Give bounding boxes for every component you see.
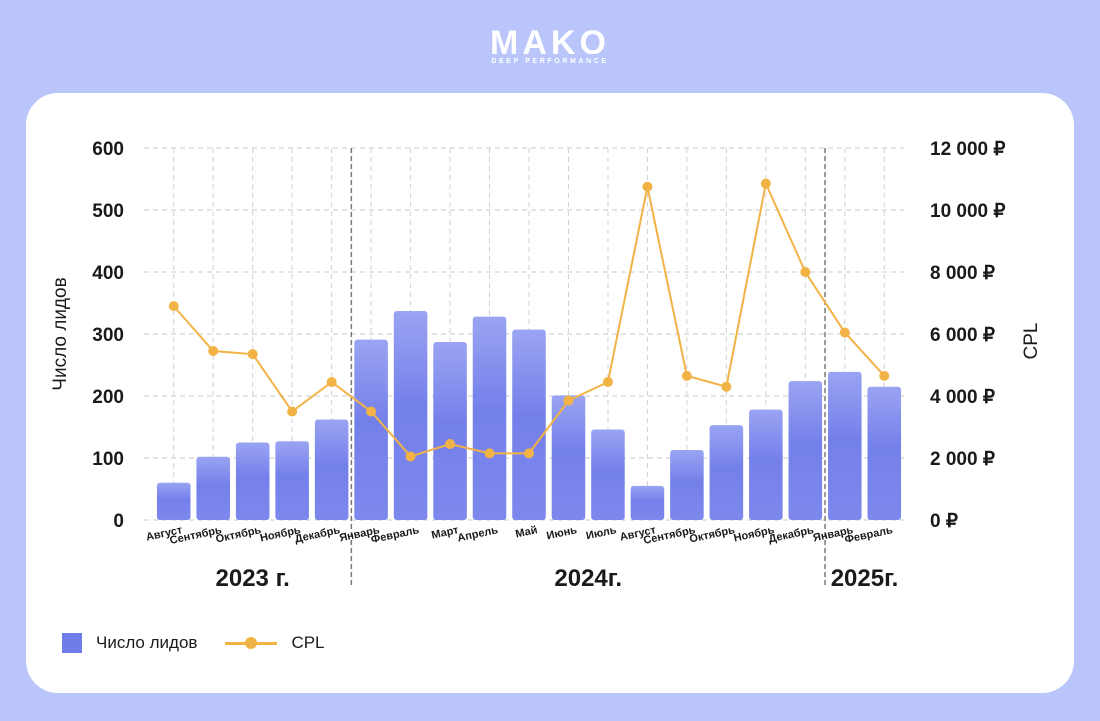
bar-leads — [670, 449, 704, 520]
x-tick-label: Декабрь — [767, 524, 815, 545]
y-tick-label: 100 — [92, 449, 124, 470]
bar-leads — [591, 429, 625, 520]
brand-tagline: DEEP PERFORMANCE — [491, 58, 609, 65]
y-tick-label: 0 — [113, 511, 124, 532]
bar-leads — [354, 339, 388, 520]
bar-leads — [275, 441, 309, 520]
point-cpl — [445, 439, 456, 450]
point-cpl — [208, 346, 219, 357]
y2-tick-label: 6 000 ₽ — [930, 325, 995, 346]
x-tick-label: Июль — [585, 524, 618, 542]
combo-chart: 0 0 ₽ 100 2 000 ₽ 200 4 000 ₽ 300 6 000 ₽ 400 8 0… — [50, 139, 1042, 592]
legend-swatch-leads — [62, 633, 82, 653]
bar-leads — [472, 316, 507, 520]
x-tick-label: Октябрь — [215, 524, 263, 545]
year-label: 2023 г. — [216, 565, 290, 592]
year-label: 2025г. — [831, 565, 899, 592]
legend: Число лидов CPL — [62, 633, 325, 653]
point-cpl — [326, 377, 337, 388]
point-cpl — [602, 377, 613, 388]
y-tick-label: 300 — [92, 325, 124, 346]
point-cpl — [681, 370, 692, 381]
point-cpl — [760, 178, 771, 189]
bar-leads — [314, 419, 349, 520]
y2-tick-label: 4 000 ₽ — [930, 387, 995, 408]
y2-tick-label: 12 000 ₽ — [930, 139, 1005, 160]
brand-logo: MAKO DEEP PERFORMANCE — [0, 26, 1100, 65]
bar-leads — [551, 395, 586, 520]
point-cpl — [879, 370, 890, 381]
point-cpl — [405, 451, 416, 462]
bar-leads — [156, 482, 191, 520]
year-label: 2024г. — [554, 565, 622, 592]
y2-axis-title: CPL — [1021, 323, 1042, 360]
point-cpl — [721, 381, 732, 392]
legend-swatch-cpl — [225, 633, 278, 653]
x-tick-label: Март — [430, 524, 460, 542]
point-cpl — [484, 448, 495, 459]
point-cpl — [524, 448, 534, 459]
x-tick-label: Декабрь — [294, 524, 342, 545]
y-tick-label: 200 — [92, 387, 124, 408]
brand-name: MAKO — [490, 26, 610, 54]
y2-tick-label: 2 000 ₽ — [930, 449, 995, 470]
point-cpl — [642, 181, 653, 192]
bar-leads — [393, 311, 428, 520]
y-tick-label: 500 — [92, 201, 124, 222]
bar-leads — [749, 409, 783, 520]
bar-leads — [630, 485, 665, 520]
point-cpl — [563, 395, 574, 406]
y-tick-label: 600 — [92, 139, 124, 160]
bar-leads — [433, 342, 467, 520]
y2-tick-label: 0 ₽ — [930, 511, 958, 532]
bar-leads — [828, 371, 862, 520]
x-tick-label: Май — [514, 524, 538, 540]
bar-leads — [788, 381, 823, 520]
point-cpl — [247, 349, 258, 360]
point-cpl — [800, 267, 811, 277]
point-cpl — [168, 301, 179, 312]
point-cpl — [366, 406, 377, 417]
bar-leads — [235, 442, 270, 520]
x-tick-label: Октябрь — [688, 524, 736, 545]
x-tick-label: Июнь — [546, 524, 579, 542]
bar-leads — [709, 425, 744, 520]
point-cpl — [839, 327, 850, 338]
bar-leads — [196, 456, 230, 520]
y-tick-label: 400 — [92, 263, 124, 284]
chart-card: 0 0 ₽ 100 2 000 ₽ 200 4 000 ₽ 300 6 000 ₽ 400 8 0… — [26, 93, 1074, 693]
y-axis-title: Число лидов — [50, 277, 71, 390]
y2-tick-label: 8 000 ₽ — [930, 263, 995, 284]
bar-leads — [867, 386, 902, 520]
y2-tick-label: 10 000 ₽ — [930, 201, 1005, 222]
x-tick-label: Апрель — [456, 524, 499, 544]
point-cpl — [287, 406, 298, 417]
legend-label-leads: Число лидов — [96, 633, 198, 652]
bar-leads — [512, 329, 546, 520]
legend-label-cpl: CPL — [291, 633, 325, 652]
